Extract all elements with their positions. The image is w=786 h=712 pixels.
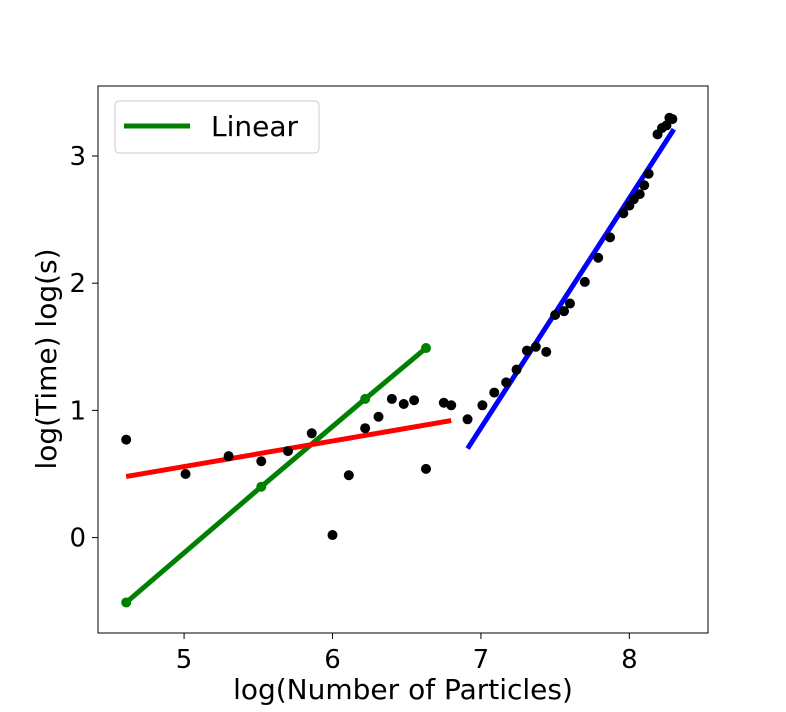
- data-point: [643, 168, 654, 179]
- data-point: [550, 309, 561, 320]
- data-point: [530, 341, 541, 352]
- data-point: [373, 411, 384, 422]
- data-point: [618, 208, 629, 219]
- data-point: [180, 468, 191, 479]
- data-point: [489, 387, 500, 398]
- data-point: [639, 180, 650, 191]
- data-point: [256, 456, 267, 467]
- data-points: [121, 112, 678, 541]
- data-point: [282, 446, 293, 457]
- data-point: [541, 346, 552, 357]
- data-point: [121, 434, 132, 445]
- data-point: [360, 423, 371, 434]
- x-axis-label: log(Number of Particles): [233, 673, 573, 706]
- data-point: [511, 364, 522, 375]
- data-point: [593, 252, 604, 263]
- data-point: [446, 400, 457, 411]
- y-tick-label: 1: [69, 396, 86, 426]
- data-point: [667, 114, 678, 125]
- data-point: [564, 298, 575, 309]
- fit-line-marker: [421, 343, 432, 354]
- data-point: [343, 470, 354, 481]
- data-point: [386, 393, 397, 404]
- legend: Linear: [114, 100, 320, 154]
- data-point: [521, 345, 532, 356]
- data-point: [327, 530, 338, 541]
- x-tick-label: 7: [473, 645, 490, 675]
- data-point: [223, 451, 234, 462]
- legend-label-linear: Linear: [211, 110, 299, 143]
- data-point: [409, 395, 420, 406]
- fit-line-marker: [121, 597, 132, 608]
- fit-line-marker: [256, 481, 267, 492]
- y-tick-label: 2: [69, 269, 86, 299]
- data-point: [579, 276, 590, 287]
- y-axis-label: log(Time) log(s): [30, 248, 63, 469]
- fit-line-2: [465, 127, 676, 450]
- axis-ticks: 5 6 7 8 0 1 2 3: [69, 142, 637, 675]
- data-point: [421, 463, 432, 474]
- fit-line-marker: [360, 393, 371, 404]
- x-tick-label: 6: [324, 645, 341, 675]
- x-tick-label: 8: [621, 645, 638, 675]
- data-point: [306, 428, 317, 439]
- data-point: [661, 120, 672, 131]
- data-point: [605, 232, 616, 243]
- data-point: [462, 414, 473, 425]
- y-tick-label: 0: [69, 524, 86, 554]
- legend-box: [114, 100, 320, 154]
- data-point: [398, 399, 409, 410]
- y-tick-label: 3: [69, 142, 86, 172]
- x-tick-label: 5: [176, 645, 193, 675]
- data-point: [477, 400, 488, 411]
- data-point: [501, 377, 512, 388]
- data-point: [634, 189, 645, 200]
- data-point: [559, 306, 570, 317]
